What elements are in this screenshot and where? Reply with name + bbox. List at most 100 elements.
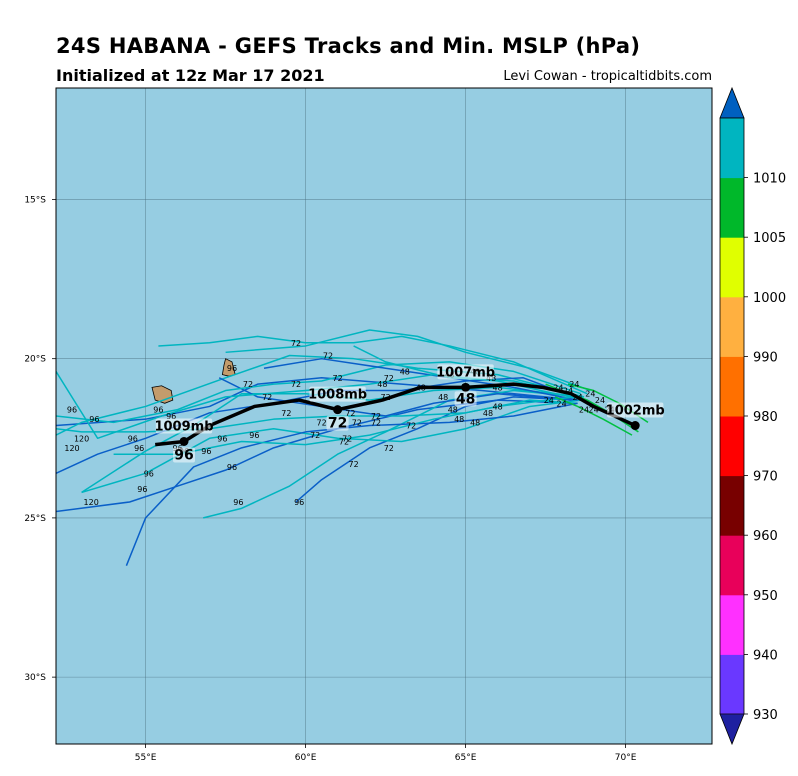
ensemble-hour-label: 24 xyxy=(585,390,595,399)
mean-track-point xyxy=(333,405,343,415)
lon-tick-label: 70°E xyxy=(615,753,637,763)
ensemble-hour-label: 24 xyxy=(595,396,605,405)
ensemble-hour-label: 48 xyxy=(493,402,503,411)
colorbar-tick-label: 1000 xyxy=(753,291,786,306)
ensemble-hour-label: 72 xyxy=(371,418,381,427)
ensemble-hour-label: 96 xyxy=(217,434,227,443)
ensemble-hour-label: 72 xyxy=(352,418,362,427)
colorbar-segment xyxy=(720,535,744,596)
map-layer: 7272484848484848484848484848487272727272… xyxy=(24,87,713,763)
lon-tick-label: 60°E xyxy=(295,753,317,763)
colorbar-tick-label: 970 xyxy=(753,470,778,485)
map-content: 7272484848484848484848484848487272727272… xyxy=(56,88,712,744)
ensemble-hour-label: 96 xyxy=(137,485,147,494)
ensemble-track xyxy=(554,396,633,436)
ensemble-hour-label: 96 xyxy=(67,406,77,415)
pressure-label: 1002mb xyxy=(606,404,665,419)
ensemble-track xyxy=(295,396,575,503)
credit-text: Levi Cowan - tropicaltidbits.com xyxy=(503,69,712,84)
ensemble-hour-label: 72 xyxy=(349,460,359,469)
ensemble-hour-label: 96 xyxy=(166,412,176,421)
ensemble-hour-label: 24 xyxy=(563,387,573,396)
ensemble-hour-label: 72 xyxy=(291,380,301,389)
ensemble-hour-label: 48 xyxy=(470,418,480,427)
ensemble-hour-label: 24 xyxy=(557,399,567,408)
hour-label-box xyxy=(173,447,195,463)
ensemble-hour-label: 96 xyxy=(89,415,99,424)
mean-track xyxy=(155,382,636,447)
lon-tick-label: 65°E xyxy=(455,753,477,763)
map-frame xyxy=(55,87,713,745)
colorbar-tick-label: 960 xyxy=(753,529,778,544)
colorbar-segment xyxy=(720,118,744,179)
colorbar-segment xyxy=(720,654,744,715)
colorbar-segment xyxy=(720,296,744,357)
colorbar-segment xyxy=(720,177,744,238)
ensemble-hour-label: 72 xyxy=(406,422,416,431)
ensemble-hour-label: 72 xyxy=(342,434,352,443)
ensemble-hour-label: 120 xyxy=(84,498,99,507)
ensemble-hour-label: 48 xyxy=(483,409,493,418)
colorbar-segment xyxy=(720,594,744,655)
ensemble-hour-label: 96 xyxy=(227,364,237,373)
colorbar-tick-label: 1010 xyxy=(753,172,786,187)
pressure-label: 1007mb xyxy=(436,365,495,380)
ensemble-hour-label: 24 xyxy=(544,396,554,405)
ensemble-hour-label: 72 xyxy=(281,409,291,418)
ensemble-hour-label: 48 xyxy=(400,367,410,376)
ensemble-hour-label: 96 xyxy=(233,498,243,507)
colorbar-under-arrow xyxy=(719,713,745,746)
ensemble-hour-label: 96 xyxy=(153,406,163,415)
ensemble-hour-label: 72 xyxy=(262,393,272,402)
ensemble-hour-label: 96 xyxy=(227,463,237,472)
ensemble-track xyxy=(203,389,581,519)
ensemble-hour-label: 72 xyxy=(317,418,327,427)
chart-subtitle: Initialized at 12z Mar 17 2021 xyxy=(56,66,325,85)
mean-hour-label: 72 xyxy=(328,416,347,432)
ensemble-hour-label: 72 xyxy=(339,437,349,446)
hour-label-box xyxy=(326,415,349,431)
ensemble-track xyxy=(225,329,591,392)
colorbar-tick-label: 930 xyxy=(753,708,778,723)
ensemble-track xyxy=(81,399,581,494)
colorbar-tick-label: 940 xyxy=(753,648,778,663)
ensemble-hour-label: 72 xyxy=(323,351,333,360)
ensemble-track xyxy=(158,335,588,395)
colorbar-tick-label: 950 xyxy=(753,589,778,604)
ensemble-hour-label: 48 xyxy=(377,380,387,389)
ensemble-hour-label: 72 xyxy=(384,374,394,383)
ensemble-hour-label: 120 xyxy=(74,434,89,443)
ensemble-hour-label: 72 xyxy=(243,380,253,389)
pressure-label: 1008mb xyxy=(308,388,367,403)
ensemble-hour-label: 24 xyxy=(589,406,599,415)
ensemble-hour-label: 48 xyxy=(448,406,458,415)
colorbar-segment xyxy=(720,475,744,536)
ensemble-hour-label: 72 xyxy=(345,409,355,418)
ensemble-hour-label: 72 xyxy=(310,431,320,440)
colorbar-segment xyxy=(720,356,744,417)
ensemble-hour-label: 96 xyxy=(294,498,304,507)
mean-hour-label: 48 xyxy=(456,391,475,407)
mean-track-point xyxy=(461,382,471,392)
ensemble-hour-label: 72 xyxy=(384,444,394,453)
lat-tick-label: 30°S xyxy=(24,673,46,683)
mean-track-point xyxy=(630,421,640,431)
ensemble-hour-label: 72 xyxy=(291,339,301,348)
lat-tick-label: 20°S xyxy=(24,355,46,365)
ensemble-hour-label: 96 xyxy=(128,434,138,443)
chart-title: 24S HABANA - GEFS Tracks and Min. MSLP (… xyxy=(56,34,641,58)
ensemble-hour-label: 96 xyxy=(134,444,144,453)
ensemble-hour-label: 96 xyxy=(201,447,211,456)
ensemble-hour-label: 72 xyxy=(371,412,381,421)
ensemble-hour-label: 48 xyxy=(454,415,464,424)
pressure-label-box xyxy=(437,364,494,380)
lon-tick-label: 55°E xyxy=(135,753,157,763)
colorbar-tick-label: 1005 xyxy=(753,231,786,246)
colorbar-tick-label: 980 xyxy=(753,410,778,425)
ensemble-hour-label: 72 xyxy=(333,374,343,383)
ensemble-track xyxy=(218,377,572,417)
pressure-label-box xyxy=(607,402,664,418)
pressure-label-box xyxy=(155,418,213,434)
ensemble-hour-label: 96 xyxy=(144,469,154,478)
